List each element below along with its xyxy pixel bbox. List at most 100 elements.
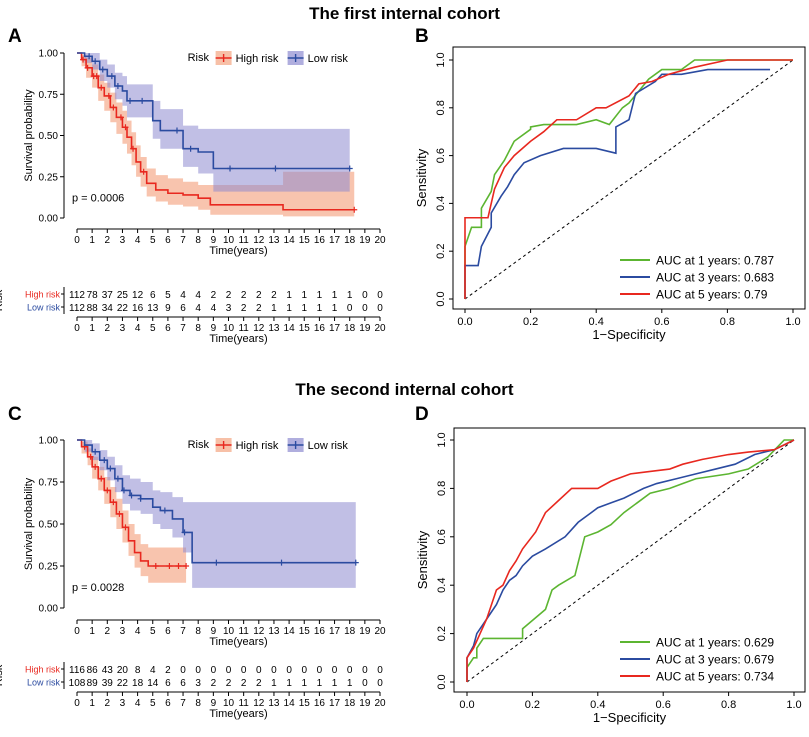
- risk-x-tick-label: 7: [180, 698, 186, 709]
- y-tick-label: 0.75: [39, 478, 59, 489]
- censor-mark: [346, 165, 353, 172]
- risk-count: 0: [347, 665, 353, 676]
- risk-count: 3: [195, 678, 201, 689]
- risk-x-tick-label: 18: [344, 323, 356, 334]
- x-tick-label: 20: [374, 626, 386, 637]
- y-tick-label: 0.00: [39, 214, 59, 225]
- x-tick-label: 16: [314, 235, 326, 246]
- x-tick-label: 0.6: [654, 316, 669, 328]
- censor-mark: [140, 168, 147, 175]
- risk-x-tick-label: 10: [223, 323, 235, 334]
- legend-label-1y: AUC at 1 years: 0.787: [656, 254, 774, 268]
- risk-count: 2: [256, 678, 262, 689]
- y-tick-label: 0.6: [436, 529, 448, 544]
- risk-count: 2: [241, 303, 247, 314]
- x-tick-label: 14: [284, 235, 296, 246]
- censor-mark: [139, 97, 146, 104]
- risk-count: 4: [180, 290, 186, 301]
- risk-count: 4: [195, 303, 201, 314]
- risk-count: 1: [332, 678, 338, 689]
- risk-count: 0: [362, 665, 368, 676]
- y-tick-label: 0.75: [39, 90, 59, 101]
- risk-x-tick-label: 17: [329, 698, 341, 709]
- risk-count: 1: [286, 290, 292, 301]
- risk-count: 2: [165, 665, 171, 676]
- risk-count: 1: [271, 303, 277, 314]
- risk-count: 108: [69, 678, 86, 689]
- x-tick-label: 2: [105, 235, 111, 246]
- censor-mark: [98, 475, 105, 482]
- y-tick-label: 0.4: [435, 196, 447, 211]
- roc-curve-5y: [466, 439, 795, 682]
- censor-mark: [80, 56, 87, 63]
- x-tick-label: 1: [89, 626, 95, 637]
- x-tick-label: 0.2: [525, 699, 540, 711]
- legend-label-5y: AUC at 5 years: 0.734: [656, 670, 774, 684]
- reference-diagonal: [466, 439, 795, 683]
- roc-panel-B: 0.0 0.2 0.4 0.6 0.8 1.0 0.0 0.2 0.4 0.6 0.8 1.0 1−Sp…: [414, 46, 806, 342]
- x-tick-label: 1: [89, 235, 95, 246]
- x-tick-label: 1.0: [785, 316, 800, 328]
- risk-table-label: Risk: [0, 664, 5, 686]
- y-tick-label: 1.0: [435, 52, 447, 67]
- x-tick-label: 6: [165, 235, 171, 246]
- y-tick-label: 1.00: [39, 49, 59, 60]
- risk-count: 13: [147, 303, 159, 314]
- risk-x-tick-label: 16: [314, 323, 326, 334]
- x-tick-label: 0.6: [656, 699, 671, 711]
- censor-mark: [137, 495, 144, 502]
- risk-count: 1: [347, 678, 353, 689]
- x-tick-label: 0.8: [721, 699, 736, 711]
- x-tick-label: 0: [74, 626, 80, 637]
- x-tick-label: 18: [344, 626, 356, 637]
- risk-x-tick-label: 5: [150, 698, 156, 709]
- risk-x-tick-label: 12: [253, 698, 265, 709]
- censor-mark: [130, 145, 137, 152]
- risk-count: 2: [256, 303, 262, 314]
- x-tick-label: 14: [284, 626, 296, 637]
- censor-mark: [278, 559, 285, 566]
- y-tick-label: 1.00: [39, 436, 59, 447]
- risk-count: 39: [102, 678, 114, 689]
- risk-x-tick-label: 6: [165, 323, 171, 334]
- risk-row-label-high: High risk: [25, 665, 61, 675]
- risk-x-tick-label: 15: [299, 698, 311, 709]
- risk-x-tick-label: 16: [314, 698, 326, 709]
- roc-curve-5y: [464, 59, 793, 299]
- risk-count: 0: [180, 665, 186, 676]
- y-tick-label: 0.25: [39, 562, 59, 573]
- cohort-2-title: The second internal cohort: [295, 380, 514, 399]
- x-tick-label: 15: [299, 235, 311, 246]
- censor-mark: [86, 53, 93, 60]
- risk-x-tick-label: 13: [268, 323, 280, 334]
- risk-x-tick-label: 15: [299, 323, 311, 334]
- risk-count: 0: [286, 665, 292, 676]
- plot-box: [453, 427, 806, 693]
- censor-mark: [104, 487, 111, 494]
- risk-x-tick-label: 2: [105, 698, 111, 709]
- legend-label-3y: AUC at 3 years: 0.679: [656, 653, 774, 667]
- risk-count: 1: [301, 303, 307, 314]
- censor-mark: [351, 206, 358, 213]
- risk-count: 43: [102, 665, 114, 676]
- risk-count: 5: [165, 290, 171, 301]
- risk-x-tick-label: 14: [284, 698, 296, 709]
- censor-mark: [187, 145, 194, 152]
- p-value: p = 0.0028: [72, 582, 124, 594]
- censor-mark: [181, 529, 188, 536]
- risk-count: 112: [69, 290, 85, 301]
- censor-mark: [99, 66, 106, 73]
- x-tick-label: 11: [238, 235, 249, 246]
- risk-count: 0: [362, 303, 368, 314]
- risk-x-axis-label: Time(years): [209, 333, 267, 345]
- risk-count: 0: [241, 665, 247, 676]
- risk-x-tick-label: 3: [120, 323, 126, 334]
- roc-curve-1y: [464, 59, 793, 299]
- risk-count: 1: [317, 290, 323, 301]
- censor-mark: [116, 510, 123, 517]
- x-tick-label: 8: [195, 235, 201, 246]
- risk-row-label-low: Low risk: [27, 678, 61, 688]
- risk-count: 1: [271, 678, 277, 689]
- y-tick-label: 0.2: [436, 626, 448, 641]
